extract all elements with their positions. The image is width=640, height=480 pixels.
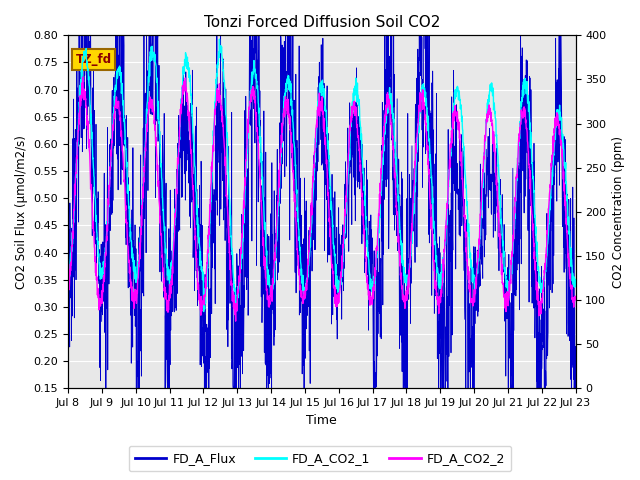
Legend: FD_A_Flux, FD_A_CO2_1, FD_A_CO2_2: FD_A_Flux, FD_A_CO2_1, FD_A_CO2_2: [129, 446, 511, 471]
FD_A_CO2_1: [527, 145, 535, 151]
Line: FD_A_CO2_1: FD_A_CO2_1: [68, 39, 575, 312]
FD_A_Flux: [572, 344, 579, 349]
FD_A_Flux: [337, 249, 344, 255]
FD_A_CO2_2: [470, 299, 477, 305]
Line: FD_A_Flux: FD_A_Flux: [68, 24, 575, 388]
FD_A_CO2_2: [348, 118, 355, 123]
FD_A_Flux: [470, 374, 477, 380]
FD_A_Flux: [102, 385, 109, 391]
FD_A_CO2_2: [572, 295, 579, 301]
Line: FD_A_CO2_2: FD_A_CO2_2: [68, 77, 575, 321]
FD_A_CO2_2: [64, 298, 72, 304]
FD_A_CO2_1: [216, 36, 223, 42]
Title: Tonzi Forced Diffusion Soil CO2: Tonzi Forced Diffusion Soil CO2: [204, 15, 440, 30]
FD_A_CO2_1: [470, 276, 477, 281]
FD_A_Flux: [527, 125, 535, 131]
FD_A_CO2_2: [232, 318, 239, 324]
FD_A_Flux: [76, 22, 83, 27]
Text: TZ_fd: TZ_fd: [76, 53, 112, 66]
FD_A_CO2_1: [348, 106, 355, 111]
X-axis label: Time: Time: [307, 414, 337, 427]
FD_A_CO2_2: [527, 200, 535, 205]
FD_A_Flux: [206, 286, 214, 292]
FD_A_CO2_2: [541, 262, 549, 267]
FD_A_CO2_1: [200, 309, 207, 314]
Y-axis label: CO2 Soil Flux (μmol/m2/s): CO2 Soil Flux (μmol/m2/s): [15, 135, 28, 289]
FD_A_CO2_2: [337, 279, 344, 285]
FD_A_CO2_1: [206, 220, 214, 226]
FD_A_CO2_1: [541, 268, 549, 274]
FD_A_Flux: [348, 185, 355, 191]
FD_A_CO2_2: [206, 202, 214, 208]
FD_A_CO2_1: [572, 282, 579, 288]
FD_A_CO2_2: [79, 74, 86, 80]
FD_A_CO2_1: [337, 274, 344, 279]
FD_A_Flux: [64, 169, 72, 175]
FD_A_CO2_1: [64, 276, 72, 282]
Y-axis label: CO2 Concentration (ppm): CO2 Concentration (ppm): [612, 136, 625, 288]
FD_A_Flux: [541, 385, 549, 391]
